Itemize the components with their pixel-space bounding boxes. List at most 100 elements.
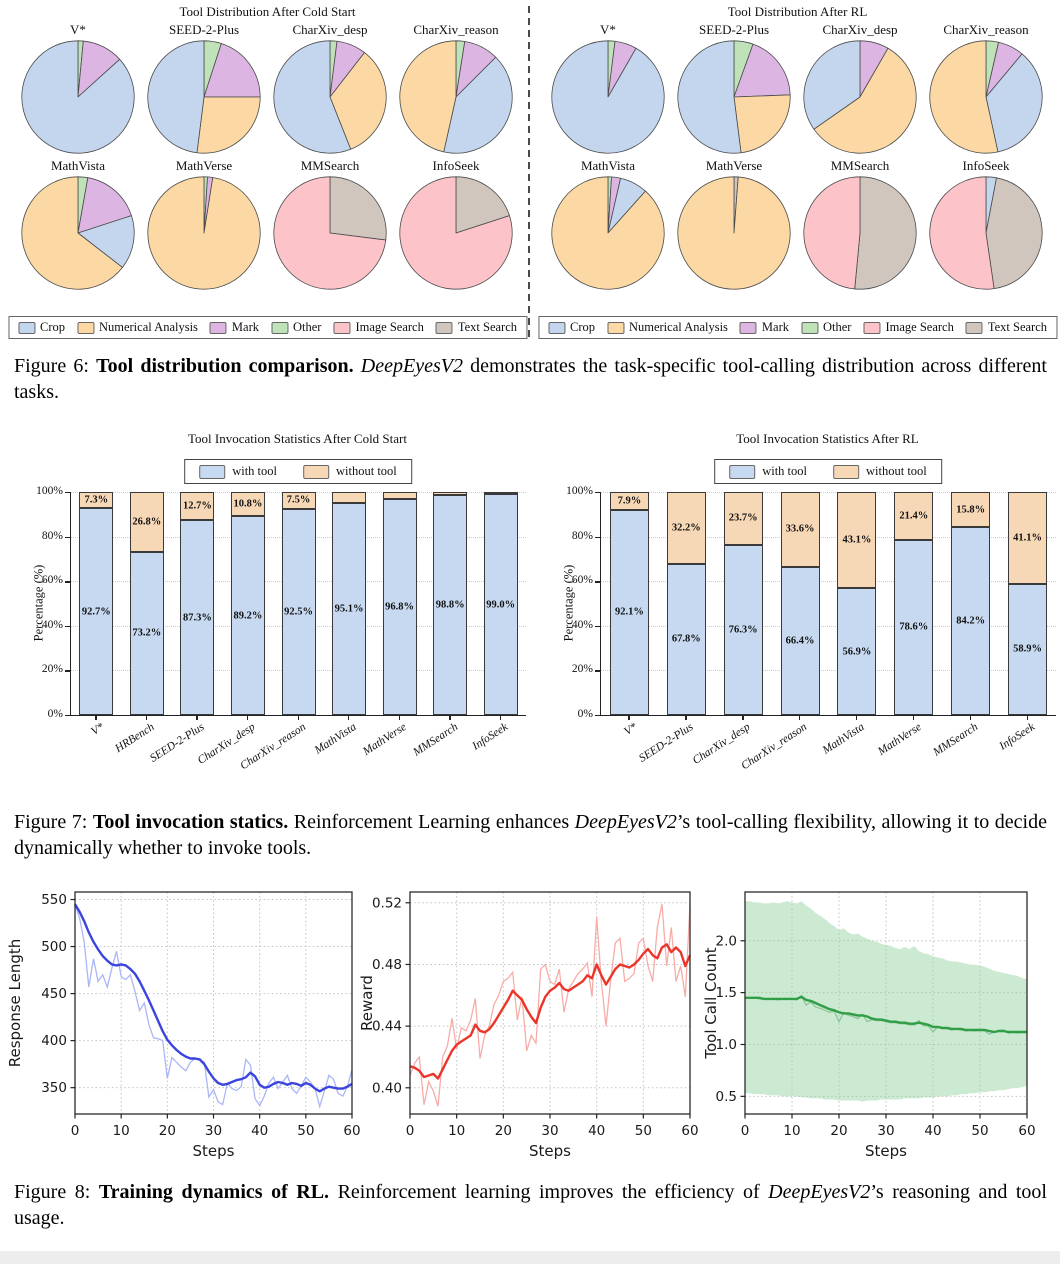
x-tick-label: 10 [783, 1123, 800, 1139]
page-edge-strip [0, 1251, 1060, 1264]
y-tick-mark [65, 670, 70, 672]
y-tick-label: 20% [571, 663, 593, 676]
x-tick-label: 60 [343, 1123, 360, 1139]
x-axis-label: Steps [193, 1142, 235, 1160]
x-tick-mark [95, 715, 97, 720]
x-tick-mark [742, 715, 744, 720]
pie-slice-image-search [929, 176, 995, 290]
bar-without-tool-charxiv-reason [282, 492, 316, 509]
response-length-chart: 0 10 20 30 40 50 60 350 400 450 500 550 Steps Respons… [6, 882, 368, 1171]
pie-seed-2-plus [677, 40, 791, 154]
pie-mmsearch [273, 176, 387, 290]
pie-title: InfoSeek [962, 158, 1010, 173]
pie-title: MathVista [580, 158, 636, 173]
bar-without-tool-charxiv-reason [781, 492, 820, 567]
bar-without-tool-hrbench [130, 492, 164, 552]
y-tick-mark [595, 492, 600, 494]
legend-swatch-crop [547, 321, 565, 334]
y-tick-label: 1.5 [716, 985, 737, 1001]
bar-label-without-tool: 33.6% [785, 523, 815, 535]
y-tick-label: 0% [577, 708, 593, 720]
y-tick-mark [595, 581, 600, 583]
bar-without-tool-mmsearch [433, 492, 467, 495]
bar-without-tool-seed-2-plus [180, 492, 214, 521]
y-tick-label: 40% [41, 618, 63, 631]
legend-item-text-search: Text Search [965, 320, 1047, 335]
bar-without-tool-mathverse [383, 492, 417, 500]
pie-cell-infoseek: InfoSeek [393, 158, 519, 294]
bar-label-without-tool: 32.2% [671, 522, 701, 534]
bar-with-tool-seed-2-plus [667, 563, 706, 715]
x-tick-label-hrbench: HRBench [112, 721, 157, 756]
x-tick-mark [145, 715, 148, 720]
x-tick-label-mathvista: MathVista [312, 721, 359, 757]
reward-chart: 0 10 20 30 40 50 60 0.40 0.44 0.48 0.52 Steps Reward [356, 882, 704, 1171]
bar-with-tool-charxiv-reason [781, 566, 820, 715]
legend-item-without-tool: without tool [833, 464, 927, 479]
legend-item-with-tool: with tool [729, 464, 807, 479]
smoothed-series [745, 995, 1027, 1034]
pie-title: CharXiv_desp [292, 22, 368, 37]
legend-item-other: Other [271, 320, 321, 335]
y-tick-label: 550 [41, 892, 67, 908]
pie-slice-crop [677, 40, 742, 154]
y-tick-label: 0.5 [716, 1089, 737, 1105]
bar-without-tool-mmsearch [951, 492, 990, 528]
bar-with-tool-mmsearch [433, 494, 467, 715]
x-tick-label-mmsearch: MMSearch [410, 721, 460, 759]
legend-item-with-tool: with tool [199, 464, 277, 479]
x-tick-label: 40 [924, 1123, 941, 1139]
smoothed-series [409, 943, 692, 1080]
y-tick-label: 40% [571, 618, 593, 631]
pie-title: CharXiv_reason [413, 22, 499, 37]
pie-charxiv-reason [929, 40, 1043, 154]
legend-swatch-without-tool [833, 464, 860, 479]
pie-slice-crop [551, 40, 665, 154]
pie-slice-numerical-analysis [196, 96, 261, 154]
pie-slice-crop [443, 56, 513, 154]
caption-text: ’s tool-calling flexibility, allowing it… [14, 811, 1047, 859]
pie-grid: V* SEED-2-Plus CharXiv_desp CharXiv_reason M… [545, 22, 1050, 294]
bar-with-tool-charxiv-desp [724, 544, 763, 715]
x-tick-label: 0 [741, 1123, 750, 1139]
bar-without-tool-v- [610, 492, 649, 510]
bar-chart-title: Tool Invocation Statistics After Cold St… [188, 431, 407, 446]
bar-with-tool-v- [79, 508, 113, 715]
y-tick-label: 0.44 [372, 1019, 402, 1035]
pie-slice-numerical-analysis [551, 176, 665, 290]
bar-with-tool-infoseek [484, 494, 518, 715]
pie-slice-numerical-analysis [399, 40, 457, 153]
pie-title: V* [70, 22, 86, 37]
pie-panel-title: Tool Distribution After Cold Start [179, 4, 356, 19]
legend-label: Crop [39, 320, 65, 334]
caption-text: DeepEyesV2 [360, 355, 463, 377]
bar-label-without-tool: 21.4% [899, 510, 929, 522]
pie-slice-mark [203, 43, 261, 98]
pie-slice-text-search [329, 176, 387, 241]
pie-slice-mark [733, 43, 791, 98]
pie-title: SEED-2-Plus [698, 22, 770, 37]
x-tick-mark [348, 715, 350, 720]
y-tick-label: 2.0 [716, 933, 737, 949]
bar-label-without-tool: 7.9% [617, 495, 642, 507]
pie-charxiv-reason [399, 40, 513, 154]
y-tick-label: 400 [41, 1033, 67, 1049]
y-tick-label: 60% [41, 574, 63, 587]
y-tick-mark [595, 715, 600, 717]
pie-slice-crop [985, 53, 1043, 153]
bar-label-with-tool: 92.5% [284, 606, 313, 618]
pie-slice-numerical-analysis [929, 40, 999, 154]
pie-slice-numerical-analysis [147, 176, 261, 290]
pie-cell-v-: V* [15, 22, 141, 158]
y-tick-label: 80% [41, 529, 63, 542]
pie-slice-crop [273, 40, 352, 154]
gridline-40 [601, 625, 1056, 627]
pie-cell-mmsearch: MMSearch [797, 158, 923, 294]
pie-cell-charxiv-desp: CharXiv_desp [267, 22, 393, 158]
caption-text: demonstrates the task-specific tool-call… [14, 355, 1047, 403]
y-axis-label: Tool Call Count [702, 947, 720, 1059]
legend-item-image-search: Image Search [863, 320, 954, 335]
legend-label: Mark [231, 320, 260, 334]
pie-cell-charxiv-reason: CharXiv_reason [393, 22, 519, 158]
smoothed-series [73, 903, 353, 1093]
